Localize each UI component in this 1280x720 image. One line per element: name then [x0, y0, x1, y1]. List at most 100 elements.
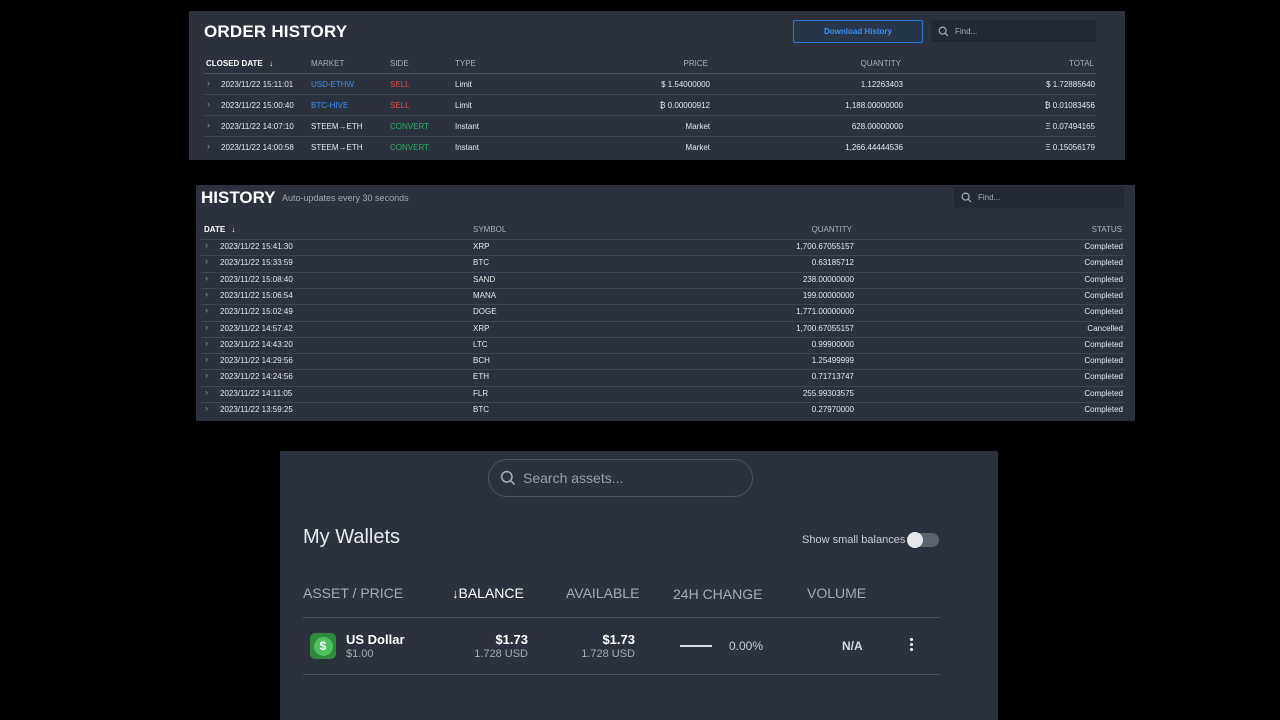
- order-date: 2023/11/22 14:07:10: [221, 122, 294, 131]
- search-placeholder: Search assets...: [523, 470, 624, 486]
- history-symbol: SAND: [473, 275, 496, 284]
- chevron-right-icon[interactable]: ›: [207, 99, 210, 109]
- change-value: 0.00%: [729, 639, 764, 653]
- column-header-symbol[interactable]: SYMBOL: [473, 225, 507, 234]
- order-history-title: ORDER HISTORY: [204, 22, 348, 41]
- history-symbol: BCH: [473, 356, 490, 365]
- history-panel: HISTORY Auto-updates every 30 seconds Fi…: [196, 185, 1135, 421]
- order-type: Limit: [455, 80, 472, 89]
- history-date: 2023/11/22 14:57:42: [220, 324, 293, 333]
- history-quantity: 0.27970000: [811, 405, 854, 414]
- search-placeholder: Find...: [978, 193, 1001, 202]
- history-status: Completed: [1084, 307, 1123, 316]
- row-divider: [201, 239, 1126, 240]
- order-market-link[interactable]: USD-ETHW: [311, 80, 355, 89]
- history-symbol: ETH: [473, 372, 489, 381]
- download-history-button[interactable]: Download History: [793, 20, 923, 43]
- chevron-right-icon[interactable]: ›: [205, 322, 208, 332]
- history-title: HISTORY: [201, 188, 276, 207]
- column-header-available[interactable]: AVAILABLE: [566, 585, 640, 601]
- history-status: Completed: [1084, 389, 1123, 398]
- history-search-input[interactable]: Find...: [954, 187, 1124, 208]
- column-header-asset-price[interactable]: ASSET / PRICE: [303, 585, 404, 601]
- order-market-link[interactable]: BTC-HIVE: [311, 101, 349, 110]
- order-type: Instant: [455, 122, 480, 131]
- order-price: ₿ 0.00000912: [659, 101, 710, 110]
- column-header-status[interactable]: STATUS: [1091, 225, 1122, 234]
- history-date: 2023/11/22 15:02:49: [220, 307, 293, 316]
- history-quantity: 1.25499999: [811, 356, 854, 365]
- history-symbol: LTC: [473, 340, 488, 349]
- column-header-24h-change[interactable]: 24H CHANGE: [673, 586, 763, 602]
- toggle-knob: [907, 532, 923, 548]
- history-date: 2023/11/22 14:29:56: [220, 356, 293, 365]
- row-divider: [303, 674, 940, 675]
- history-quantity: 199.00000000: [802, 291, 854, 300]
- history-date: 2023/11/22 15:08:40: [220, 275, 293, 284]
- chevron-right-icon[interactable]: ›: [205, 387, 208, 397]
- order-quantity: 1,266.44444536: [845, 143, 903, 152]
- chevron-right-icon[interactable]: ›: [205, 370, 208, 380]
- asset-name[interactable]: US Dollar: [346, 632, 405, 647]
- search-icon: [961, 192, 972, 203]
- history-date: 2023/11/22 14:24:56: [220, 372, 293, 381]
- chevron-right-icon[interactable]: ›: [205, 240, 208, 250]
- available-value: $1.73: [602, 632, 635, 647]
- order-history-search-input[interactable]: Find...: [931, 20, 1096, 42]
- chevron-right-icon[interactable]: ›: [207, 120, 210, 130]
- history-status: Completed: [1084, 242, 1123, 251]
- chevron-right-icon[interactable]: ›: [205, 273, 208, 283]
- chevron-right-icon[interactable]: ›: [207, 78, 210, 88]
- balance-sub: 1.728 USD: [474, 648, 528, 660]
- order-date: 2023/11/22 14:00:58: [221, 143, 294, 152]
- column-header-market[interactable]: MARKET: [311, 59, 345, 68]
- chevron-right-icon[interactable]: ›: [205, 305, 208, 315]
- chevron-right-icon[interactable]: ›: [205, 403, 208, 413]
- small-balances-label: Show small balances: [802, 534, 906, 546]
- search-icon: [500, 470, 516, 486]
- order-price: Market: [685, 122, 710, 131]
- history-symbol: BTC: [473, 405, 489, 414]
- asset-search-input[interactable]: Search assets...: [488, 459, 753, 497]
- order-date: 2023/11/22 15:11:01: [221, 80, 294, 89]
- row-divider: [201, 386, 1126, 387]
- order-type: Limit: [455, 101, 472, 110]
- volume-value: N/A: [842, 639, 863, 653]
- arrow-down-icon: ↓: [268, 59, 273, 68]
- order-quantity: 1.12263403: [860, 80, 903, 89]
- history-quantity: 238.00000000: [802, 275, 854, 284]
- history-symbol: BTC: [473, 258, 489, 267]
- history-status: Completed: [1084, 356, 1123, 365]
- row-divider: [201, 304, 1126, 305]
- chevron-right-icon[interactable]: ›: [207, 141, 210, 151]
- history-quantity: 0.71713747: [811, 372, 854, 381]
- column-header-total[interactable]: TOTAL: [1068, 59, 1094, 68]
- history-status: Completed: [1084, 275, 1123, 284]
- row-divider: [201, 337, 1126, 338]
- column-header-balance[interactable]: ↓BALANCE: [452, 585, 524, 601]
- chevron-right-icon[interactable]: ›: [205, 354, 208, 364]
- row-divider: [201, 321, 1126, 322]
- history-date: 2023/11/22 14:43:20: [220, 340, 293, 349]
- column-header-quantity[interactable]: QUANTITY: [811, 225, 852, 234]
- history-quantity: 1,700.67055157: [796, 324, 854, 333]
- search-icon: [938, 26, 949, 37]
- order-total: ₿ 0.01083456: [1044, 101, 1095, 110]
- header-divider: [204, 73, 1096, 74]
- column-header-side[interactable]: SIDE: [390, 59, 409, 68]
- column-header-date[interactable]: DATE ↓: [204, 225, 236, 234]
- order-market: STEEM→ETH: [311, 122, 363, 131]
- history-status: Completed: [1084, 372, 1123, 381]
- column-header-price[interactable]: PRICE: [683, 59, 708, 68]
- column-header-volume[interactable]: VOLUME: [807, 585, 867, 601]
- small-balances-toggle[interactable]: [907, 532, 939, 548]
- chevron-right-icon[interactable]: ›: [205, 338, 208, 348]
- chevron-right-icon[interactable]: ›: [205, 256, 208, 266]
- chevron-right-icon[interactable]: ›: [205, 289, 208, 299]
- column-header-quantity[interactable]: QUANTITY: [860, 59, 901, 68]
- column-header-closed-date[interactable]: CLOSED DATE ↓: [206, 59, 273, 68]
- column-header-type[interactable]: TYPE: [455, 59, 476, 68]
- order-price: $ 1.54000000: [661, 80, 710, 89]
- history-quantity: 255.99303575: [802, 389, 854, 398]
- more-options-icon[interactable]: [906, 637, 916, 655]
